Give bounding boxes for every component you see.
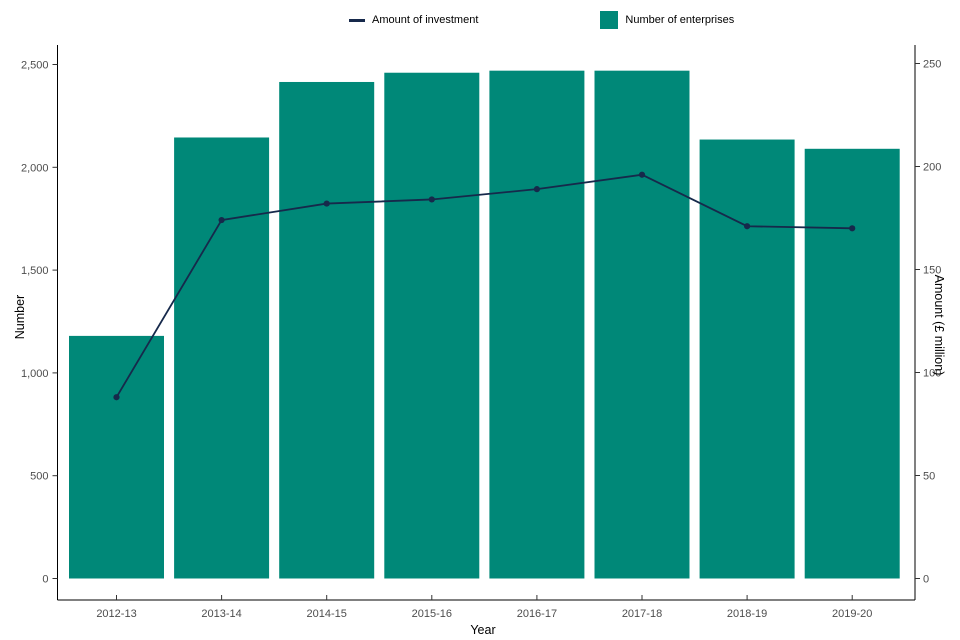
x-axis-tick-label: 2016-17	[517, 608, 557, 620]
bar-swatch-icon	[600, 11, 619, 29]
left-axis-tick-label: 1,000	[21, 368, 49, 380]
bar-2018-19	[699, 139, 795, 579]
bar-2016-17	[489, 70, 585, 579]
bar-2012-13	[69, 335, 164, 579]
right-axis-tick-label: 200	[923, 162, 941, 174]
legend-label-number-of-enterprises: Number of enterprises	[625, 14, 735, 26]
legend: Amount of investment Number of enterpris…	[349, 11, 734, 29]
line-swatch-icon	[349, 18, 365, 22]
line-point-2015-16	[428, 196, 435, 203]
bar-2014-15	[279, 81, 375, 579]
bar-2015-16	[384, 72, 480, 579]
line-point-2013-14	[218, 216, 225, 224]
left-axis-tick-label: 0	[42, 574, 48, 586]
left-axis-tick-label: 2,500	[21, 60, 49, 72]
x-axis-tick-label: 2015-16	[412, 608, 452, 620]
right-axis-tick-label: 50	[923, 471, 935, 483]
investment-line	[115, 173, 853, 398]
x-axis-tick-label: 2019-20	[832, 608, 872, 620]
y-axis-title-right: Amount (£ million)	[932, 274, 946, 376]
left-axis-tick-label: 1,500	[21, 265, 49, 277]
bar-2019-20	[804, 148, 900, 579]
line-point-2019-20	[849, 225, 856, 232]
right-axis-tick-label: 100	[923, 368, 941, 380]
line-point-2014-15	[323, 200, 330, 207]
x-axis-tick-label: 2013-14	[201, 608, 241, 620]
left-axis-tick-label: 2,000	[21, 162, 49, 174]
right-axis-tick-label: 0	[923, 574, 929, 586]
y-axis-title-left: Number	[13, 294, 27, 340]
legend-label-amount-of-investment: Amount of investment	[372, 14, 479, 26]
right-axis-tick-label: 150	[923, 265, 941, 277]
x-axis-tick-label: 2017-18	[622, 608, 662, 620]
bar-2013-14	[174, 137, 270, 579]
x-axis-tick-label: 2012-13	[96, 608, 136, 620]
x-axis-title: Year	[470, 623, 496, 637]
line-point-2017-18	[638, 171, 646, 178]
x-axis-tick-label: 2014-15	[307, 608, 347, 620]
line-point-2012-13	[113, 394, 120, 401]
right-axis-tick-label: 250	[923, 59, 941, 71]
legend-item-amount-of-investment: Amount of investment	[349, 14, 478, 26]
bar-2017-18	[594, 70, 690, 579]
legend-item-number-of-enterprises: Number of enterprises	[600, 11, 734, 29]
left-axis-tick-label: 500	[30, 471, 48, 483]
line-point-2016-17	[533, 186, 541, 193]
line-point-2018-19	[744, 223, 751, 230]
x-axis-tick-label: 2018-19	[727, 608, 767, 620]
